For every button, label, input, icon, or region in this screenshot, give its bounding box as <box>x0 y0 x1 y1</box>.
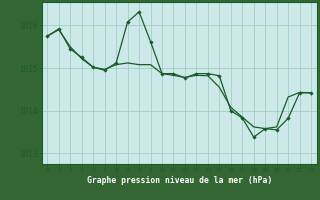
X-axis label: Graphe pression niveau de la mer (hPa): Graphe pression niveau de la mer (hPa) <box>87 176 272 185</box>
